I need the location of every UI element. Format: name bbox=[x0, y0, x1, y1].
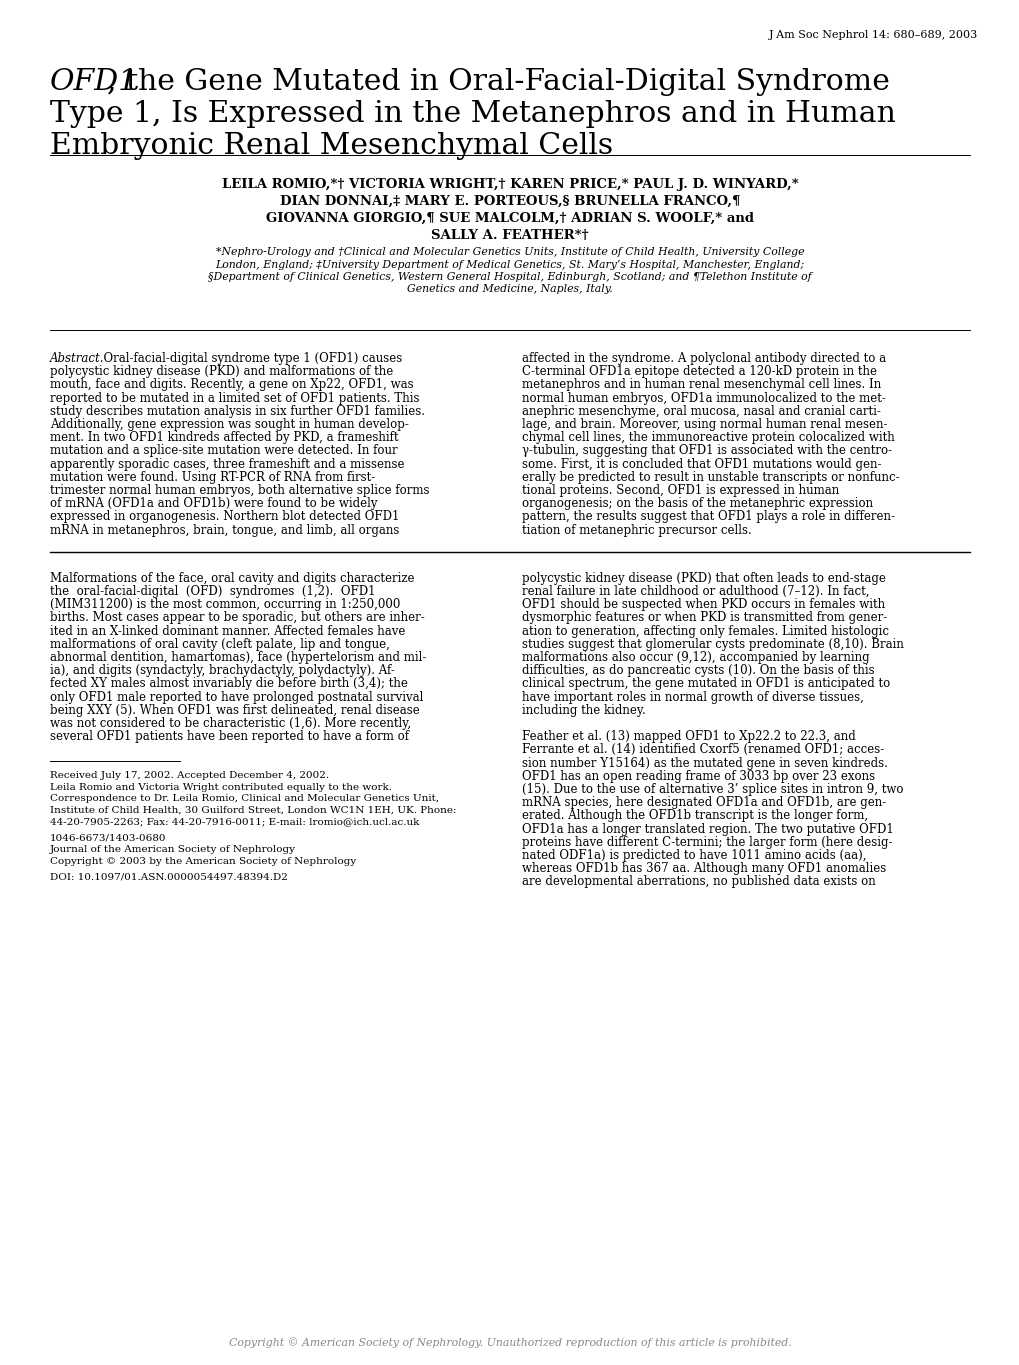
Text: Institute of Child Health, 30 Guilford Street, London WC1N 1EH, UK. Phone:: Institute of Child Health, 30 Guilford S… bbox=[50, 805, 457, 815]
Text: Copyright © American Society of Nephrology. Unauthorized reproduction of this ar: Copyright © American Society of Nephrolo… bbox=[228, 1336, 791, 1347]
Text: (MIM311200) is the most common, occurring in 1:250,000: (MIM311200) is the most common, occurrin… bbox=[50, 598, 400, 612]
Text: renal failure in late childhood or adulthood (7–12). In fact,: renal failure in late childhood or adult… bbox=[522, 586, 868, 598]
Text: abnormal dentition, hamartomas), face (hypertelorism and mil-: abnormal dentition, hamartomas), face (h… bbox=[50, 651, 426, 663]
Text: only OFD1 male reported to have prolonged postnatal survival: only OFD1 male reported to have prolonge… bbox=[50, 691, 423, 703]
Text: have important roles in normal growth of diverse tissues,: have important roles in normal growth of… bbox=[522, 691, 863, 703]
Text: several OFD1 patients have been reported to have a form of: several OFD1 patients have been reported… bbox=[50, 730, 409, 743]
Text: Ferrante et al. (14) identified Cxorf5 (renamed OFD1; acces-: Ferrante et al. (14) identified Cxorf5 (… bbox=[522, 744, 883, 756]
Text: OFD1 has an open reading frame of 3033 bp over 23 exons: OFD1 has an open reading frame of 3033 b… bbox=[522, 770, 874, 782]
Text: ia), and digits (syndactyly, brachydactyly, polydactyly). Af-: ia), and digits (syndactyly, brachydacty… bbox=[50, 665, 394, 677]
Text: , the Gene Mutated in Oral-Facial-Digital Syndrome: , the Gene Mutated in Oral-Facial-Digita… bbox=[107, 68, 889, 96]
Text: reported to be mutated in a limited set of OFD1 patients. This: reported to be mutated in a limited set … bbox=[50, 392, 419, 404]
Text: mutation were found. Using RT-PCR of RNA from first-: mutation were found. Using RT-PCR of RNA… bbox=[50, 471, 375, 483]
Text: the  oral-facial-digital  (OFD)  syndromes  (1,2).  OFD1: the oral-facial-digital (OFD) syndromes … bbox=[50, 586, 375, 598]
Text: mouth, face and digits. Recently, a gene on Xp22, OFD1, was: mouth, face and digits. Recently, a gene… bbox=[50, 378, 414, 392]
Text: expressed in organogenesis. Northern blot detected OFD1: expressed in organogenesis. Northern blo… bbox=[50, 511, 399, 523]
Text: mutation and a splice-site mutation were detected. In four: mutation and a splice-site mutation were… bbox=[50, 445, 397, 457]
Text: SALLY A. FEATHER*†: SALLY A. FEATHER*† bbox=[431, 229, 588, 242]
Text: being XXY (5). When OFD1 was first delineated, renal disease: being XXY (5). When OFD1 was first delin… bbox=[50, 704, 420, 717]
Text: mRNA species, here designated OFD1a and OFD1b, are gen-: mRNA species, here designated OFD1a and … bbox=[522, 796, 886, 809]
Text: §Department of Clinical Genetics, Western General Hospital, Edinburgh, Scotland;: §Department of Clinical Genetics, Wester… bbox=[208, 272, 811, 283]
Text: of mRNA (OFD1a and OFD1b) were found to be widely: of mRNA (OFD1a and OFD1b) were found to … bbox=[50, 497, 377, 511]
Text: OFD1 should be suspected when PKD occurs in females with: OFD1 should be suspected when PKD occurs… bbox=[522, 598, 884, 612]
Text: including the kidney.: including the kidney. bbox=[522, 704, 645, 717]
Text: *Nephro-Urology and †Clinical and Molecular Genetics Units, Institute of Child H: *Nephro-Urology and †Clinical and Molecu… bbox=[216, 247, 803, 257]
Text: nated ODF1a) is predicted to have 1011 amino acids (aa),: nated ODF1a) is predicted to have 1011 a… bbox=[522, 849, 866, 863]
Text: GIOVANNA GIORGIO,¶ SUE MALCOLM,† ADRIAN S. WOOLF,* and: GIOVANNA GIORGIO,¶ SUE MALCOLM,† ADRIAN … bbox=[266, 212, 753, 225]
Text: study describes mutation analysis in six further OFD1 families.: study describes mutation analysis in six… bbox=[50, 405, 425, 418]
Text: Copyright © 2003 by the American Society of Nephrology: Copyright © 2003 by the American Society… bbox=[50, 856, 356, 865]
Text: polycystic kidney disease (PKD) that often leads to end-stage: polycystic kidney disease (PKD) that oft… bbox=[522, 572, 886, 584]
Text: Malformations of the face, oral cavity and digits characterize: Malformations of the face, oral cavity a… bbox=[50, 572, 414, 584]
Text: Feather et al. (13) mapped OFD1 to Xp22.2 to 22.3, and: Feather et al. (13) mapped OFD1 to Xp22.… bbox=[522, 730, 855, 743]
Text: malformations of oral cavity (cleft palate, lip and tongue,: malformations of oral cavity (cleft pala… bbox=[50, 637, 389, 651]
Text: erated. Although the OFD1b transcript is the longer form,: erated. Although the OFD1b transcript is… bbox=[522, 809, 867, 822]
Text: ited in an X-linked dominant manner. Affected females have: ited in an X-linked dominant manner. Aff… bbox=[50, 625, 405, 637]
Text: Correspondence to Dr. Leila Romio, Clinical and Molecular Genetics Unit,: Correspondence to Dr. Leila Romio, Clini… bbox=[50, 794, 439, 804]
Text: trimester normal human embryos, both alternative splice forms: trimester normal human embryos, both alt… bbox=[50, 485, 429, 497]
Text: whereas OFD1b has 367 aa. Although many OFD1 anomalies: whereas OFD1b has 367 aa. Although many … bbox=[522, 863, 886, 875]
Text: (15). Due to the use of alternative 3’ splice sites in intron 9, two: (15). Due to the use of alternative 3’ s… bbox=[522, 784, 903, 796]
Text: normal human embryos, OFD1a immunolocalized to the met-: normal human embryos, OFD1a immunolocali… bbox=[522, 392, 886, 404]
Text: DOI: 10.1097/01.ASN.0000054497.48394.D2: DOI: 10.1097/01.ASN.0000054497.48394.D2 bbox=[50, 872, 287, 882]
Text: studies suggest that glomerular cysts predominate (8,10). Brain: studies suggest that glomerular cysts pr… bbox=[522, 637, 903, 651]
Text: anephric mesenchyme, oral mucosa, nasal and cranial carti-: anephric mesenchyme, oral mucosa, nasal … bbox=[522, 405, 880, 418]
Text: apparently sporadic cases, three frameshift and a missense: apparently sporadic cases, three framesh… bbox=[50, 457, 405, 471]
Text: C-terminal OFD1a epitope detected a 120-kD protein in the: C-terminal OFD1a epitope detected a 120-… bbox=[522, 366, 876, 378]
Text: was not considered to be characteristic (1,6). More recently,: was not considered to be characteristic … bbox=[50, 717, 411, 730]
Text: Received July 17, 2002. Accepted December 4, 2002.: Received July 17, 2002. Accepted Decembe… bbox=[50, 771, 329, 781]
Text: affected in the syndrome. A polyclonal antibody directed to a: affected in the syndrome. A polyclonal a… bbox=[522, 352, 886, 364]
Text: dysmorphic features or when PKD is transmitted from gener-: dysmorphic features or when PKD is trans… bbox=[522, 612, 887, 624]
Text: γ-tubulin, suggesting that OFD1 is associated with the centro-: γ-tubulin, suggesting that OFD1 is assoc… bbox=[522, 445, 892, 457]
Text: organogenesis; on the basis of the metanephric expression: organogenesis; on the basis of the metan… bbox=[522, 497, 872, 511]
Text: Additionally, gene expression was sought in human develop-: Additionally, gene expression was sought… bbox=[50, 418, 409, 431]
Text: OFD1: OFD1 bbox=[50, 68, 139, 96]
Text: proteins have different C-termini; the larger form (here desig-: proteins have different C-termini; the l… bbox=[522, 835, 892, 849]
Text: Leila Romio and Victoria Wright contributed equally to the work.: Leila Romio and Victoria Wright contribu… bbox=[50, 784, 391, 792]
Text: ation to generation, affecting only females. Limited histologic: ation to generation, affecting only fema… bbox=[522, 625, 889, 637]
Text: 44-20-7905-2263; Fax: 44-20-7916-0011; E-mail: lromio@ich.ucl.ac.uk: 44-20-7905-2263; Fax: 44-20-7916-0011; E… bbox=[50, 818, 419, 826]
Text: metanephros and in human renal mesenchymal cell lines. In: metanephros and in human renal mesenchym… bbox=[522, 378, 880, 392]
Text: malformations also occur (9,12), accompanied by learning: malformations also occur (9,12), accompa… bbox=[522, 651, 869, 663]
Text: polycystic kidney disease (PKD) and malformations of the: polycystic kidney disease (PKD) and malf… bbox=[50, 366, 393, 378]
Text: Journal of the American Society of Nephrology: Journal of the American Society of Nephr… bbox=[50, 845, 296, 854]
Text: 1046-6673/1403-0680: 1046-6673/1403-0680 bbox=[50, 834, 166, 842]
Text: erally be predicted to result in unstable transcripts or nonfunc-: erally be predicted to result in unstabl… bbox=[522, 471, 899, 483]
Text: tiation of metanephric precursor cells.: tiation of metanephric precursor cells. bbox=[522, 524, 751, 536]
Text: mRNA in metanephros, brain, tongue, and limb, all organs: mRNA in metanephros, brain, tongue, and … bbox=[50, 524, 399, 536]
Text: ment. In two OFD1 kindreds affected by PKD, a frameshift: ment. In two OFD1 kindreds affected by P… bbox=[50, 431, 398, 444]
Text: chymal cell lines, the immunoreactive protein colocalized with: chymal cell lines, the immunoreactive pr… bbox=[522, 431, 894, 444]
Text: J Am Soc Nephrol 14: 680–689, 2003: J Am Soc Nephrol 14: 680–689, 2003 bbox=[768, 30, 977, 40]
Text: pattern, the results suggest that OFD1 plays a role in differen-: pattern, the results suggest that OFD1 p… bbox=[522, 511, 894, 523]
Text: DIAN DONNAI,‡ MARY E. PORTEOUS,§ BRUNELLA FRANCO,¶: DIAN DONNAI,‡ MARY E. PORTEOUS,§ BRUNELL… bbox=[279, 195, 740, 207]
Text: LEILA ROMIO,*† VICTORIA WRIGHT,† KAREN PRICE,* PAUL J. D. WINYARD,*: LEILA ROMIO,*† VICTORIA WRIGHT,† KAREN P… bbox=[221, 177, 798, 191]
Text: OFD1a has a longer translated region. The two putative OFD1: OFD1a has a longer translated region. Th… bbox=[522, 823, 893, 835]
Text: are developmental aberrations, no published data exists on: are developmental aberrations, no publis… bbox=[522, 875, 875, 889]
Text: Type 1, Is Expressed in the Metanephros and in Human: Type 1, Is Expressed in the Metanephros … bbox=[50, 100, 895, 128]
Text: difficulties, as do pancreatic cysts (10). On the basis of this: difficulties, as do pancreatic cysts (10… bbox=[522, 665, 873, 677]
Text: tional proteins. Second, OFD1 is expressed in human: tional proteins. Second, OFD1 is express… bbox=[522, 485, 839, 497]
Text: some. First, it is concluded that OFD1 mutations would gen-: some. First, it is concluded that OFD1 m… bbox=[522, 457, 880, 471]
Text: fected XY males almost invariably die before birth (3,4); the: fected XY males almost invariably die be… bbox=[50, 677, 408, 691]
Text: clinical spectrum, the gene mutated in OFD1 is anticipated to: clinical spectrum, the gene mutated in O… bbox=[522, 677, 890, 691]
Text: births. Most cases appear to be sporadic, but others are inher-: births. Most cases appear to be sporadic… bbox=[50, 612, 424, 624]
Text: Oral-facial-digital syndrome type 1 (OFD1) causes: Oral-facial-digital syndrome type 1 (OFD… bbox=[96, 352, 401, 364]
Text: Embryonic Renal Mesenchymal Cells: Embryonic Renal Mesenchymal Cells bbox=[50, 132, 612, 160]
Text: London, England; ‡University Department of Medical Genetics, St. Mary’s Hospital: London, England; ‡University Department … bbox=[215, 259, 804, 269]
Text: Abstract.: Abstract. bbox=[50, 352, 104, 364]
Text: lage, and brain. Moreover, using normal human renal mesen-: lage, and brain. Moreover, using normal … bbox=[522, 418, 887, 431]
Text: sion number Y15164) as the mutated gene in seven kindreds.: sion number Y15164) as the mutated gene … bbox=[522, 756, 887, 770]
Text: Genetics and Medicine, Naples, Italy.: Genetics and Medicine, Naples, Italy. bbox=[407, 284, 612, 295]
